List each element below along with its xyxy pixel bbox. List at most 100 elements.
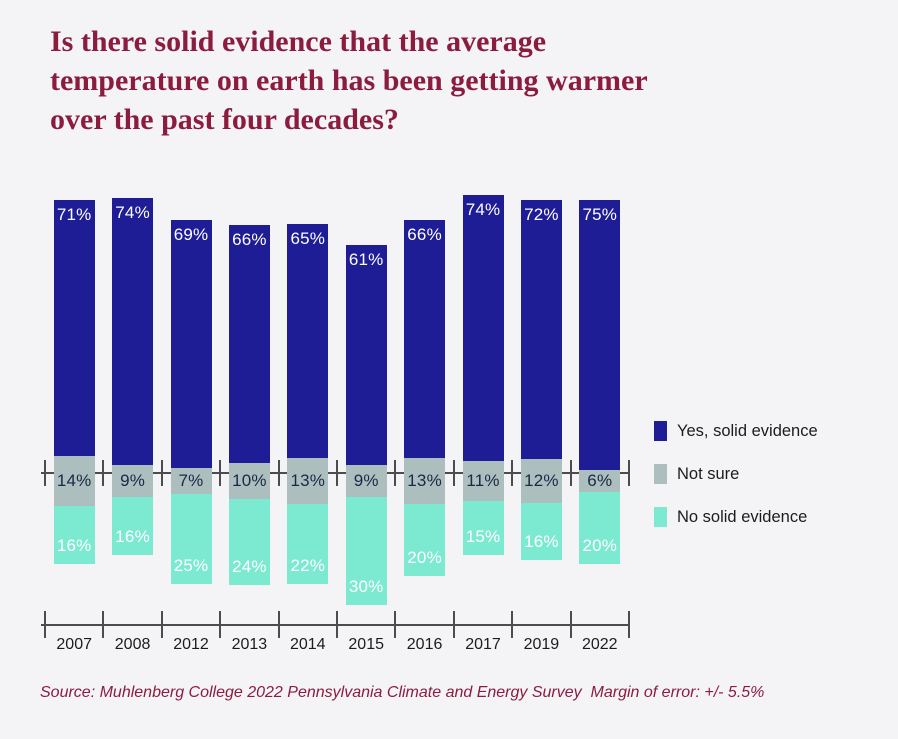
bar-2012-segment-yes-label: 69% <box>173 225 209 244</box>
bar-2014-segment-not-sure: 13% <box>287 457 329 505</box>
legend-swatch-not-sure-icon <box>654 464 667 484</box>
legend-swatch-no-icon <box>654 507 667 527</box>
bar-2012-segment-not-sure: 7% <box>170 468 212 494</box>
mid-axis-tick <box>44 460 46 486</box>
bar-2014-segment-no: 22% <box>287 504 329 584</box>
bar-2022-segment-yes-label: 75% <box>582 205 618 225</box>
bar-2013-segment-not-sure-label: 10% <box>232 471 267 490</box>
bar-2017-segment-yes: 74% <box>462 194 504 462</box>
bar-2015-segment-not-sure: 9% <box>345 464 387 498</box>
bar-2019-segment-yes: 72% <box>520 200 562 460</box>
bottom-axis-tick <box>394 611 397 638</box>
bar-2015-segment-yes: 61% <box>345 245 387 465</box>
bar-2012-segment-not-sure-label: 7% <box>178 470 204 490</box>
mid-axis-tick <box>569 460 572 486</box>
year-label-2015: 2015 <box>348 636 384 653</box>
bar-2022-segment-yes: 75% <box>579 200 621 471</box>
legend-label-no: No solid evidence <box>677 507 808 526</box>
bottom-axis-tick <box>452 611 455 638</box>
bar-2019-segment-no-label: 16% <box>524 532 559 552</box>
year-label-2014: 2014 <box>289 636 326 653</box>
year-label-2008: 2008 <box>114 636 151 653</box>
bar-2008-segment-yes-label: 74% <box>115 203 150 223</box>
bar-2022-segment-no-label: 20% <box>582 535 618 555</box>
legend-swatch-yes-icon <box>654 421 667 441</box>
bar-2012-segment-yes: 69% <box>170 220 212 469</box>
mid-axis-tick <box>336 460 338 486</box>
bar-2017-segment-yes-label: 74% <box>465 199 501 219</box>
legend-label-not-sure: Not sure <box>677 464 740 483</box>
bar-2022-segment-no: 20% <box>579 491 621 564</box>
bar-2014-segment-yes: 65% <box>287 223 329 458</box>
legend-label-yes: Yes, solid evidence <box>677 421 818 440</box>
legend-item-not-sure: Not sure <box>654 464 818 484</box>
bottom-axis-tick <box>628 611 630 638</box>
mid-axis-tick <box>628 460 630 486</box>
bottom-axis-tick <box>44 611 46 638</box>
bar-2013-segment-no: 24% <box>228 499 270 586</box>
bottom-axis-tick <box>569 611 572 638</box>
bar-2013-segment-yes: 66% <box>228 225 270 463</box>
bar-2007-segment-yes: 71% <box>53 200 95 456</box>
bar-2019-segment-yes-label: 72% <box>524 205 559 225</box>
bar-2019-segment-not-sure-label: 12% <box>524 470 559 490</box>
bar-2017-segment-no: 15% <box>462 500 504 555</box>
bar-2019-segment-no: 16% <box>520 502 562 561</box>
mid-axis-tick <box>394 460 397 486</box>
mid-axis-tick <box>277 460 280 486</box>
year-label-2019: 2019 <box>523 636 560 653</box>
bottom-axis-tick <box>511 611 514 638</box>
bar-2016-segment-no-label: 20% <box>407 548 442 568</box>
bar-2016-segment-yes-label: 66% <box>407 225 442 244</box>
bar-2014-segment-yes-label: 65% <box>290 228 326 248</box>
mid-axis-tick <box>452 460 455 486</box>
chart-title: Is there solid evidence that the average… <box>50 25 648 136</box>
bar-2016-segment-yes: 66% <box>404 220 446 458</box>
bottom-axis-tick <box>102 611 105 638</box>
bar-2008-segment-no: 16% <box>112 497 154 555</box>
bar-2007-segment-not-sure-label: 14% <box>56 470 92 490</box>
bar-2007-segment-not-sure: 14% <box>53 455 95 507</box>
bar-2012-segment-no-label: 25% <box>173 555 209 575</box>
year-label-2007: 2007 <box>56 636 92 653</box>
bar-2013-segment-no-label: 24% <box>232 557 267 577</box>
year-label-2017: 2017 <box>465 636 501 653</box>
mid-axis-tick <box>102 460 105 486</box>
bar-2008-segment-no-label: 16% <box>115 526 150 546</box>
bar-2008-segment-not-sure-label: 9% <box>120 470 146 490</box>
bottom-axis-tick <box>160 611 163 638</box>
bar-2017-segment-not-sure: 11% <box>462 461 504 501</box>
bottom-axis-line <box>41 624 630 626</box>
bar-2019-segment-not-sure: 12% <box>520 459 562 503</box>
bar-2007-segment-no-label: 16% <box>56 535 92 555</box>
bar-2015-segment-not-sure-label: 9% <box>353 470 379 490</box>
bar-2015-segment-no: 30% <box>345 497 387 606</box>
bar-2016-segment-not-sure: 13% <box>404 457 446 505</box>
bar-2017-segment-no-label: 15% <box>465 526 501 546</box>
legend-item-no: No solid evidence <box>654 507 818 527</box>
bar-2017-segment-not-sure-label: 11% <box>466 470 500 490</box>
mid-axis-tick <box>511 460 514 486</box>
bar-2013-segment-yes-label: 66% <box>232 230 267 250</box>
bar-2007-segment-no: 16% <box>53 506 95 564</box>
bar-2014-segment-not-sure-label: 13% <box>290 470 326 490</box>
bar-2013-segment-not-sure: 10% <box>228 463 270 499</box>
bar-2016-segment-no: 20% <box>404 504 446 577</box>
bar-2015-segment-no-label: 30% <box>348 577 384 597</box>
legend-item-yes: Yes, solid evidence <box>654 421 818 441</box>
bar-2016-segment-not-sure-label: 13% <box>407 470 442 490</box>
year-label-2022: 2022 <box>581 636 618 653</box>
bar-2008-segment-yes: 74% <box>112 198 154 465</box>
bottom-axis-tick <box>336 611 338 638</box>
bar-2015-segment-yes-label: 61% <box>348 250 384 270</box>
bottom-axis-tick <box>277 611 280 638</box>
legend: Yes, solid evidence Not sure No solid ev… <box>654 421 818 550</box>
bar-2014-segment-no-label: 22% <box>290 555 326 575</box>
year-label-2012: 2012 <box>173 636 209 653</box>
bar-2012-segment-no: 25% <box>170 493 212 584</box>
bar-2008-segment-not-sure: 9% <box>112 464 154 498</box>
year-label-2016: 2016 <box>406 636 443 653</box>
mid-axis-line <box>41 472 630 474</box>
mid-axis-tick <box>160 460 163 486</box>
